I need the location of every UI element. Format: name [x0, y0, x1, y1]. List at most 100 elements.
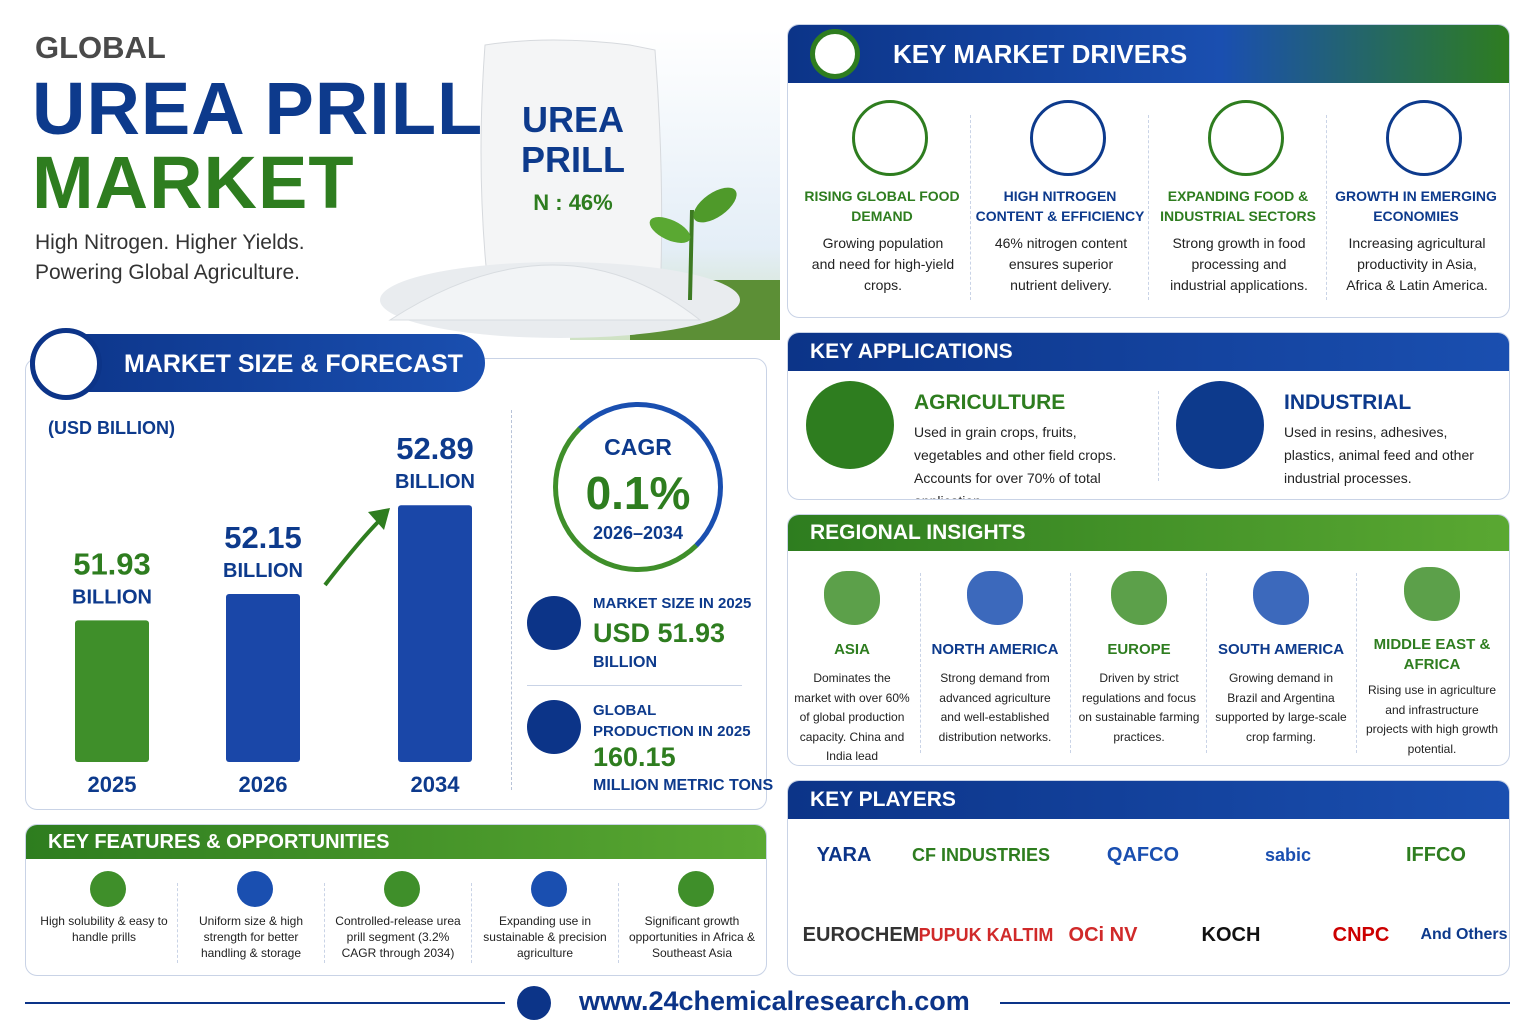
player-logo: QAFCO [1106, 844, 1180, 866]
driver-title: EXPANDING FOOD & INDUSTRIAL SECTORS [1160, 188, 1316, 224]
eyebrow: GLOBAL [35, 30, 166, 65]
stat-label: GLOBAL PRODUCTION IN 2025 [593, 702, 751, 740]
region-name: SOUTH AMERICA [1217, 641, 1345, 658]
icon [90, 871, 126, 907]
section-title: KEY PLAYERS [788, 781, 1509, 819]
icon [1030, 100, 1106, 176]
application-title: AGRICULTURE [914, 391, 1066, 414]
footer-rule [25, 1002, 505, 1004]
bag-illustration: UREA PRILL N : 46% [380, 30, 780, 340]
feature-text: Controlled-release urea prill segment (3… [335, 914, 461, 960]
section-title: MARKET SIZE & FORECAST [124, 350, 463, 378]
player-logo: YARA [816, 844, 872, 866]
icon [237, 871, 273, 907]
player-logo: CNPC [1332, 924, 1390, 946]
player-logo: IFFCO [1406, 844, 1466, 866]
application-title: INDUSTRIAL [1284, 391, 1412, 414]
section-title: KEY APPLICATIONS [788, 333, 1509, 371]
tagline-line: Powering Global Agriculture. [35, 261, 300, 284]
divider [1148, 115, 1149, 300]
icon [384, 871, 420, 907]
cagr-period: 2026–2034 [592, 523, 684, 543]
divider [618, 883, 619, 963]
divider [1158, 391, 1159, 481]
driver-text: 46% nitrogen content ensures superior nu… [994, 235, 1128, 293]
bag-text: UREA [522, 99, 624, 140]
stat-unit: MILLION METRIC TONS [593, 777, 774, 794]
icon [30, 328, 102, 400]
driver-text: Increasing agricultural productivity in … [1346, 235, 1488, 293]
region-text: Strong demand from advanced agriculture … [938, 671, 1052, 744]
feature-text: Expanding use in sustainable & precision… [483, 914, 607, 960]
stat-value: USD 51.93 [593, 618, 726, 648]
icon [810, 29, 860, 79]
player-logo: CF INDUSTRIES [911, 845, 1050, 865]
region-text: Rising use in agriculture and infrastruc… [1365, 683, 1499, 756]
tagline-line: High Nitrogen. Higher Yields. [35, 231, 305, 254]
icon [806, 381, 894, 469]
region-name: MIDDLE EAST & AFRICA [1373, 636, 1491, 673]
player-logo: And Others [1420, 926, 1508, 943]
applications-panel: KEY APPLICATIONS AGRICULTURE Used in grai… [787, 332, 1510, 500]
icon [1176, 381, 1264, 469]
divider [1326, 115, 1327, 300]
footer-url: www.24chemicalresearch.com [579, 986, 970, 1016]
map-shape [824, 571, 880, 625]
driver-text: Strong growth in food processing and ind… [1170, 235, 1308, 293]
regions-panel: REGIONAL INSIGHTS ASIA Dominates the mark… [787, 514, 1510, 766]
section-title: REGIONAL INSIGHTS [788, 515, 1509, 551]
divider [511, 410, 512, 790]
region-name: ASIA [834, 641, 870, 658]
cagr-label: CAGR [604, 434, 672, 460]
icon [1208, 100, 1284, 176]
divider [1206, 573, 1207, 753]
players-panel: KEY PLAYERS YARA CF INDUSTRIES QAFCO sabic I… [787, 780, 1510, 976]
map-shape [1404, 567, 1460, 621]
map-shape [1111, 571, 1167, 625]
title: MARKET [32, 141, 355, 224]
bag-label: N : 46% [533, 190, 612, 215]
divider [527, 685, 742, 686]
player-logo: OCi NV [1068, 924, 1138, 946]
stat-label: MARKET SIZE IN 2025 [593, 595, 752, 612]
map-shape [967, 571, 1023, 625]
drivers-panel: KEY MARKET DRIVERS RISING GLOBAL FOOD DE… [787, 24, 1510, 318]
cagr-ring [553, 402, 723, 572]
icon [517, 986, 551, 1020]
icon [1386, 100, 1462, 176]
divider [920, 573, 921, 753]
region-text: Driven by strict regulations and focus o… [1078, 671, 1200, 744]
feature-text: High solubility & easy to handle prills [40, 914, 168, 944]
player-logo: EUROCHEM [802, 924, 920, 946]
divider [324, 883, 325, 963]
divider [1356, 573, 1357, 753]
region-name: EUROPE [1107, 641, 1171, 658]
map-shape [1253, 571, 1309, 625]
player-logo: KOCH [1201, 924, 1261, 946]
icon [531, 871, 567, 907]
features-panel: KEY FEATURES & OPPORTUNITIES High solubi… [25, 824, 767, 976]
divider [1070, 573, 1071, 753]
title: UREA PRILL [32, 67, 484, 150]
bag-text: PRILL [521, 139, 625, 180]
region-text: Growing demand in Brazil and Argentina s… [1215, 671, 1347, 744]
section-header [30, 334, 485, 392]
application-text: Used in resins, adhesives, plastics, ani… [1284, 424, 1474, 486]
stat-value: 160.15 [593, 742, 676, 772]
section-title: KEY MARKET DRIVERS [788, 25, 1509, 83]
driver-title: GROWTH IN EMERGING ECONOMIES [1335, 188, 1497, 224]
icon [527, 596, 581, 650]
section-title: KEY FEATURES & OPPORTUNITIES [26, 825, 766, 859]
icon [852, 100, 928, 176]
unit-label: (USD BILLION) [48, 418, 175, 438]
stat-unit: BILLION [593, 654, 657, 671]
icon [527, 700, 581, 754]
region-text: Dominates the market with over 60% of gl… [794, 671, 910, 763]
region-name: NORTH AMERICA [931, 641, 1059, 658]
feature-text: Uniform size & high strength for better … [198, 914, 304, 960]
divider [970, 115, 971, 300]
driver-title: RISING GLOBAL FOOD DEMAND [804, 188, 960, 224]
divider [177, 883, 178, 963]
footer-rule [1000, 1002, 1510, 1004]
